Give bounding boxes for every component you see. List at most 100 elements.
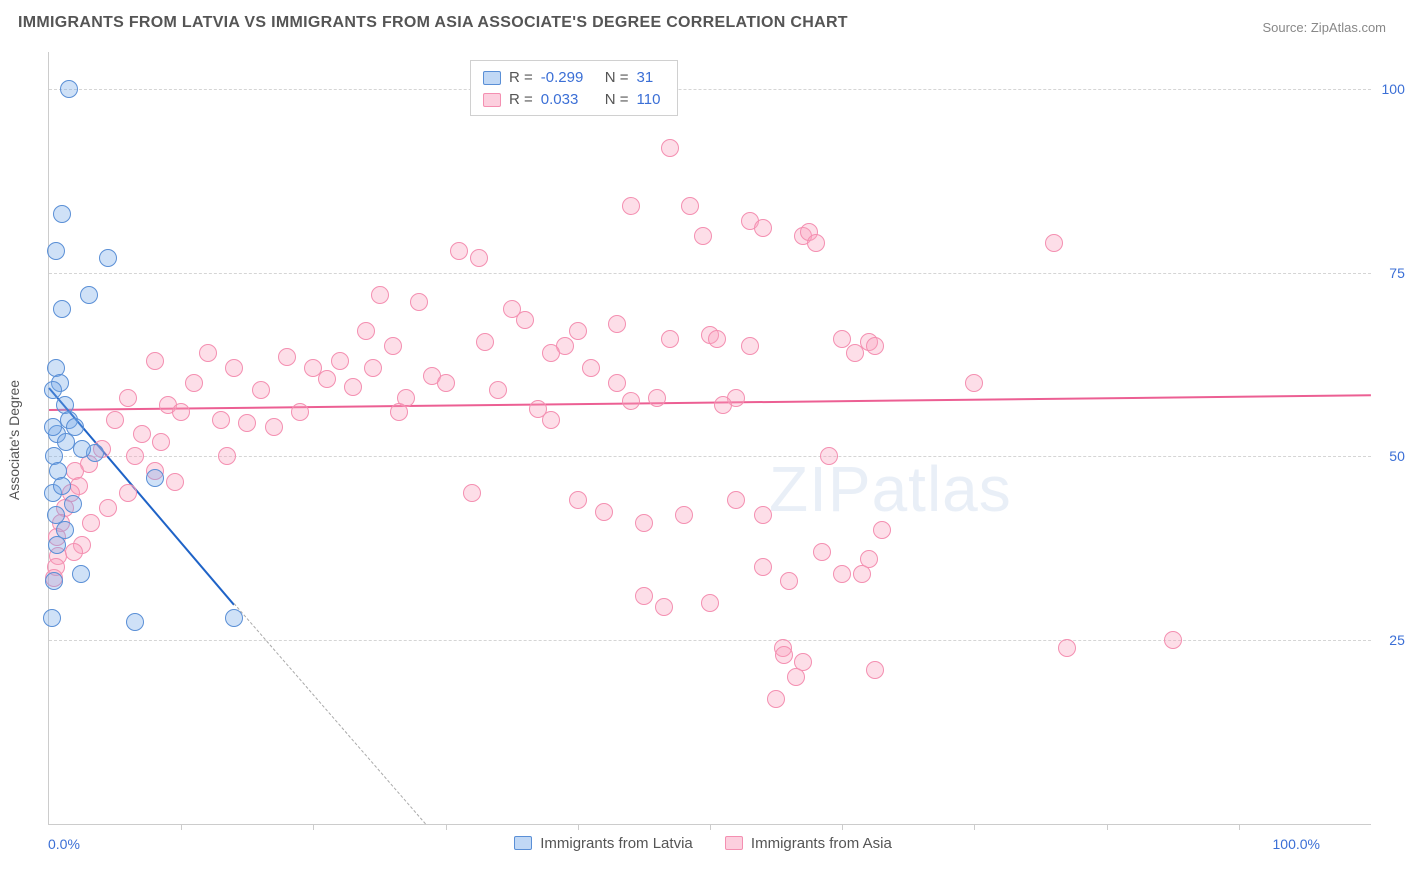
y-tick-label: 75.0% [1379,265,1406,281]
data-point [622,392,640,410]
data-point [608,315,626,333]
data-point [754,219,772,237]
legend-label: Immigrants from Latvia [540,835,693,852]
data-point [853,565,871,583]
legend-item: Immigrants from Latvia [514,835,693,852]
data-point [1058,639,1076,657]
data-point [635,587,653,605]
data-point [648,389,666,407]
data-point [694,227,712,245]
data-point [754,558,772,576]
data-point [72,565,90,583]
data-point [569,322,587,340]
data-point [965,374,983,392]
x-tick [446,824,447,830]
data-point [635,514,653,532]
data-point [390,403,408,421]
data-point [278,348,296,366]
data-point [622,197,640,215]
chart-container: IMMIGRANTS FROM LATVIA VS IMMIGRANTS FRO… [0,0,1406,892]
x-tick [710,824,711,830]
data-point [291,403,309,421]
data-point [212,411,230,429]
data-point [866,337,884,355]
data-point [53,205,71,223]
data-point [225,609,243,627]
plot-area: ZIPatlas 25.0%50.0%75.0%100.0% [48,52,1371,825]
legend-swatch-blue [483,71,501,85]
legend-r-value: -0.299 [541,67,597,89]
x-tick [1239,824,1240,830]
trend-line [234,604,426,825]
y-tick-label: 100.0% [1379,81,1406,97]
legend-row: R = -0.299 N = 31 [483,67,665,89]
data-point [133,425,151,443]
data-point [866,661,884,679]
legend-swatch-blue [514,836,532,850]
data-point [45,572,63,590]
data-point [873,521,891,539]
data-point [833,565,851,583]
data-point [364,359,382,377]
data-point [64,495,82,513]
data-point [357,322,375,340]
legend-n-value: 31 [637,67,665,89]
y-tick-label: 25.0% [1379,632,1406,648]
x-tick [313,824,314,830]
data-point [238,414,256,432]
data-point [119,484,137,502]
data-point [661,330,679,348]
data-point [820,447,838,465]
x-tick [181,824,182,830]
data-point [470,249,488,267]
data-point [99,499,117,517]
legend-label: Immigrants from Asia [751,835,892,852]
x-tick [578,824,579,830]
data-point [813,543,831,561]
data-point [608,374,626,392]
data-point [152,433,170,451]
data-point [80,286,98,304]
legend-r-label: R = [509,67,533,89]
data-point [463,484,481,502]
data-point [569,491,587,509]
data-point [437,374,455,392]
legend-item: Immigrants from Asia [725,835,892,852]
data-point [476,333,494,351]
data-point [1164,631,1182,649]
data-point [542,344,560,362]
data-point [48,536,66,554]
data-point [780,572,798,590]
data-point [119,389,137,407]
legend-n-value: 110 [637,89,665,111]
watermark: ZIPatlas [769,452,1012,526]
legend-swatch-pink [725,836,743,850]
gridline [49,456,1371,457]
data-point [106,411,124,429]
correlation-legend: R = -0.299 N = 31 R = 0.033 N = 110 [470,60,678,116]
data-point [701,594,719,612]
gridline [49,273,1371,274]
data-point [681,197,699,215]
legend-row: R = 0.033 N = 110 [483,89,665,111]
data-point [53,477,71,495]
data-point [833,330,851,348]
legend-n-label: N = [605,89,629,111]
data-point [787,668,805,686]
data-point [73,440,91,458]
data-point [714,396,732,414]
data-point [595,503,613,521]
data-point [489,381,507,399]
data-point [410,293,428,311]
data-point [655,598,673,616]
data-point [807,234,825,252]
data-point [775,646,793,664]
legend-n-label: N = [605,67,629,89]
data-point [318,370,336,388]
data-point [126,447,144,465]
data-point [542,411,560,429]
data-point [218,447,236,465]
series-legend: Immigrants from Latvia Immigrants from A… [0,835,1406,855]
data-point [450,242,468,260]
data-point [265,418,283,436]
